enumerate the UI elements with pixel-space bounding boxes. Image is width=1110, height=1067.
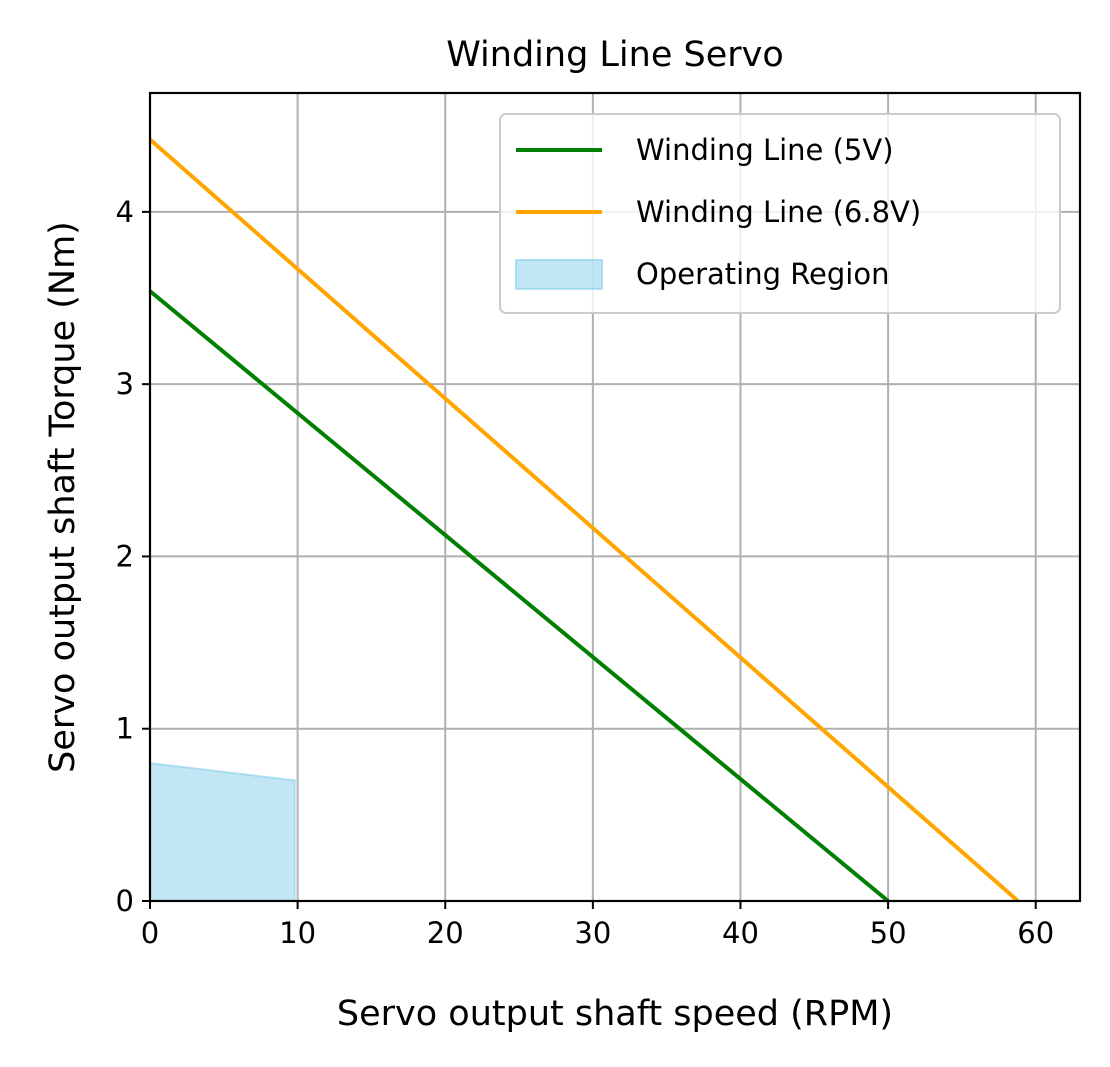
y-tick-label: 4 bbox=[116, 195, 134, 229]
plot-frame bbox=[148, 91, 1082, 903]
x-tick-label: 30 bbox=[574, 916, 611, 950]
legend-swatch bbox=[515, 259, 603, 290]
legend-entries: Winding Line (5V) Winding Line (6.8V) Oper… bbox=[515, 133, 921, 291]
x-tick-label: 60 bbox=[1017, 916, 1054, 950]
operating-region-area bbox=[149, 762, 296, 902]
y-tick-label: 2 bbox=[116, 539, 134, 573]
legend-box bbox=[499, 113, 1061, 314]
y-tick-label: 1 bbox=[116, 712, 134, 746]
legend-label: Winding Line (6.8V) bbox=[636, 195, 921, 229]
series-line bbox=[148, 289, 890, 903]
x-tick-label: 50 bbox=[870, 916, 907, 950]
legend-label: Winding Line (5V) bbox=[636, 133, 894, 167]
chart-title: Winding Line Servo bbox=[446, 35, 784, 75]
series-line bbox=[148, 138, 1020, 903]
x-tick-label: 20 bbox=[427, 916, 464, 950]
x-tick-label: 0 bbox=[141, 916, 159, 950]
legend-label: Operating Region bbox=[636, 257, 889, 291]
x-tick-label: 40 bbox=[722, 916, 759, 950]
lines-layer bbox=[148, 138, 1020, 903]
area-layer bbox=[149, 762, 296, 902]
x-axis-label: Servo output shaft speed (RPM) bbox=[337, 994, 893, 1034]
y-axis-label: Servo output shaft Torque (Nm) bbox=[43, 221, 83, 773]
axis-ticks: 0 10 20 30 40 50 60 0 1 2 3 4 bbox=[116, 195, 1055, 950]
legend: Winding Line (5V) Winding Line (6.8V) Oper… bbox=[499, 113, 1061, 314]
y-tick-label: 3 bbox=[116, 367, 134, 401]
x-tick-label: 10 bbox=[279, 916, 316, 950]
y-tick-label: 0 bbox=[116, 884, 134, 918]
